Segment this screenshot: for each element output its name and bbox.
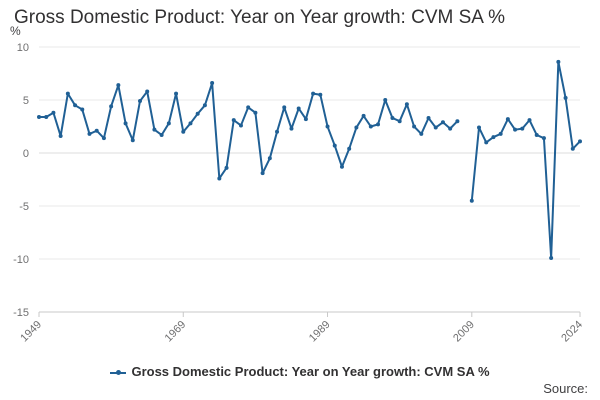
data-point[interactable]: [275, 129, 280, 134]
data-point[interactable]: [361, 113, 366, 118]
y-tick-label: 5: [23, 95, 29, 107]
data-point[interactable]: [109, 104, 114, 109]
legend-line-marker-icon: [110, 369, 127, 375]
data-point[interactable]: [267, 156, 272, 161]
data-point[interactable]: [174, 91, 179, 96]
data-point[interactable]: [73, 103, 78, 108]
source-label: Source:: [543, 381, 588, 396]
data-point[interactable]: [325, 124, 330, 129]
data-point[interactable]: [282, 105, 287, 110]
data-point[interactable]: [498, 131, 503, 136]
data-point[interactable]: [116, 83, 121, 88]
data-point[interactable]: [51, 110, 56, 115]
legend: Gross Domestic Product: Year on Year gro…: [0, 364, 600, 379]
data-point[interactable]: [246, 105, 251, 110]
data-point[interactable]: [578, 139, 582, 144]
data-point[interactable]: [354, 125, 359, 130]
data-point[interactable]: [289, 126, 294, 131]
data-point[interactable]: [419, 131, 424, 136]
data-point[interactable]: [44, 114, 49, 119]
data-point[interactable]: [513, 127, 518, 132]
x-tick-label: 1969: [163, 319, 189, 345]
data-point[interactable]: [318, 92, 323, 97]
data-point[interactable]: [549, 255, 554, 260]
data-point[interactable]: [231, 118, 236, 123]
x-tick-label: 1989: [307, 319, 333, 345]
legend-label: Gross Domestic Product: Year on Year gro…: [131, 364, 490, 379]
data-point[interactable]: [484, 140, 489, 145]
data-point[interactable]: [520, 126, 525, 131]
data-point[interactable]: [570, 146, 575, 151]
series-gdp-growth: [37, 59, 582, 260]
data-point[interactable]: [563, 95, 568, 100]
data-point[interactable]: [541, 136, 546, 141]
data-point[interactable]: [217, 176, 222, 181]
line-chart: -15 -10 -5 0 5 10 1949 1969 1989 2009 2024: [13, 42, 585, 345]
y-axis-ticks: -15 -10 -5 0 5 10: [13, 42, 29, 319]
data-point[interactable]: [527, 118, 532, 123]
data-point[interactable]: [80, 107, 85, 112]
data-point[interactable]: [397, 119, 402, 124]
chart-title: Gross Domestic Product: Year on Year gro…: [14, 7, 506, 28]
x-tick-label: 1949: [18, 319, 44, 345]
data-point[interactable]: [303, 117, 308, 122]
data-point[interactable]: [477, 125, 482, 130]
data-point[interactable]: [94, 128, 99, 133]
x-axis: 1949 1969 1989 2009 2024: [18, 311, 585, 345]
data-point[interactable]: [87, 131, 92, 136]
y-tick-label: 0: [23, 148, 29, 160]
data-point[interactable]: [376, 122, 381, 127]
data-point[interactable]: [145, 89, 150, 94]
data-point[interactable]: [383, 98, 388, 102]
data-point[interactable]: [455, 119, 460, 124]
data-point[interactable]: [426, 116, 431, 121]
data-point[interactable]: [195, 111, 200, 116]
data-point[interactable]: [202, 103, 207, 108]
data-point[interactable]: [152, 127, 157, 132]
data-point[interactable]: [440, 120, 445, 125]
data-point[interactable]: [433, 125, 438, 130]
data-point[interactable]: [339, 164, 344, 169]
data-point[interactable]: [130, 138, 135, 143]
data-point[interactable]: [505, 117, 510, 122]
data-point[interactable]: [188, 121, 193, 126]
y-tick-label: -5: [19, 201, 29, 213]
data-point[interactable]: [296, 106, 301, 111]
data-point[interactable]: [210, 81, 215, 86]
data-point[interactable]: [390, 116, 395, 121]
data-point[interactable]: [224, 165, 229, 170]
data-point[interactable]: [65, 91, 70, 96]
data-point[interactable]: [491, 135, 496, 140]
x-tick-label: 2009: [451, 319, 477, 345]
data-point[interactable]: [159, 132, 164, 137]
data-point[interactable]: [253, 110, 258, 115]
data-point[interactable]: [448, 126, 453, 131]
data-point[interactable]: [260, 171, 265, 176]
gridlines: [39, 46, 580, 313]
data-point[interactable]: [58, 134, 63, 139]
data-point[interactable]: [412, 124, 417, 129]
data-point[interactable]: [181, 129, 186, 134]
data-point[interactable]: [469, 198, 474, 203]
y-tick-label: -10: [13, 254, 29, 266]
series-line: [470, 60, 581, 259]
data-point[interactable]: [101, 136, 106, 141]
data-point[interactable]: [368, 124, 373, 129]
data-point[interactable]: [37, 114, 41, 119]
data-point[interactable]: [123, 121, 128, 126]
data-point[interactable]: [166, 121, 171, 126]
data-point[interactable]: [332, 143, 337, 148]
data-point[interactable]: [347, 146, 352, 151]
series-line: [39, 82, 459, 180]
data-point[interactable]: [404, 102, 409, 107]
x-tick-label: 2024: [559, 319, 585, 345]
y-tick-label: -15: [13, 307, 29, 319]
y-axis-unit-label: %: [10, 24, 21, 38]
data-point[interactable]: [556, 59, 561, 64]
data-point[interactable]: [137, 99, 142, 104]
data-point[interactable]: [534, 132, 539, 137]
y-tick-label: 10: [17, 42, 29, 54]
data-point[interactable]: [238, 123, 243, 128]
data-point[interactable]: [311, 91, 316, 96]
